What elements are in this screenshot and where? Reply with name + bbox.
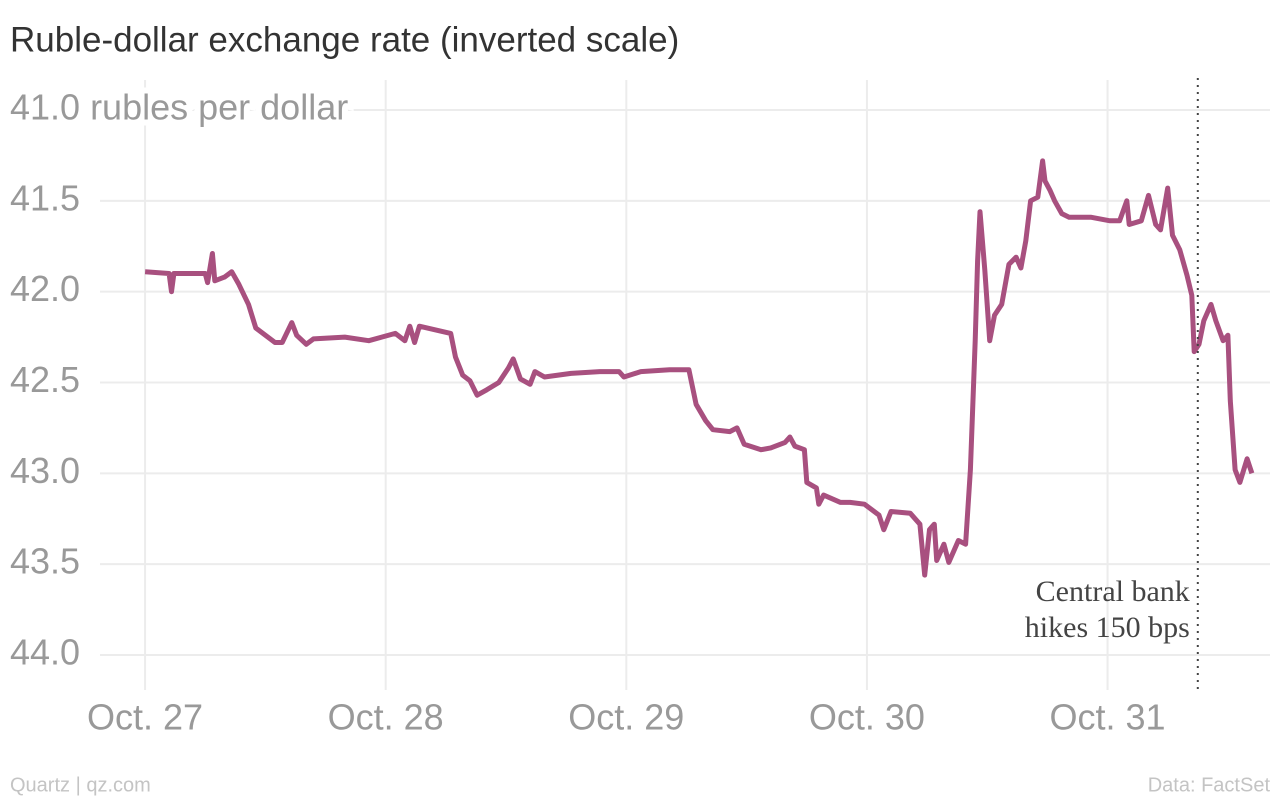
source-left: Quartz | qz.com bbox=[10, 774, 151, 796]
y-tick-label: 44.0 bbox=[10, 632, 80, 673]
y-tick-label: 43.5 bbox=[10, 541, 80, 582]
x-tick-label: Oct. 30 bbox=[809, 697, 925, 738]
annotation-text: hikes 150 bps bbox=[1025, 611, 1190, 644]
x-tick-label: Oct. 29 bbox=[568, 697, 684, 738]
y-tick-label: 43.0 bbox=[10, 450, 80, 491]
x-tick-label: Oct. 27 bbox=[87, 697, 203, 738]
y-tick-label: 41.5 bbox=[10, 177, 80, 218]
y-tick-label: 42.5 bbox=[10, 359, 80, 400]
y-tick-label: 42.0 bbox=[10, 268, 80, 309]
chart-title: Ruble-dollar exchange rate (inverted sca… bbox=[10, 20, 679, 59]
annotation-text: Central bank bbox=[1036, 575, 1190, 608]
x-tick-label: Oct. 31 bbox=[1050, 697, 1166, 738]
y-tick-label: 41.0 rubles per dollar bbox=[10, 87, 348, 128]
line bbox=[144, 158, 1255, 578]
source-right: Data: FactSet bbox=[1148, 774, 1271, 796]
x-tick-label: Oct. 28 bbox=[328, 697, 444, 738]
